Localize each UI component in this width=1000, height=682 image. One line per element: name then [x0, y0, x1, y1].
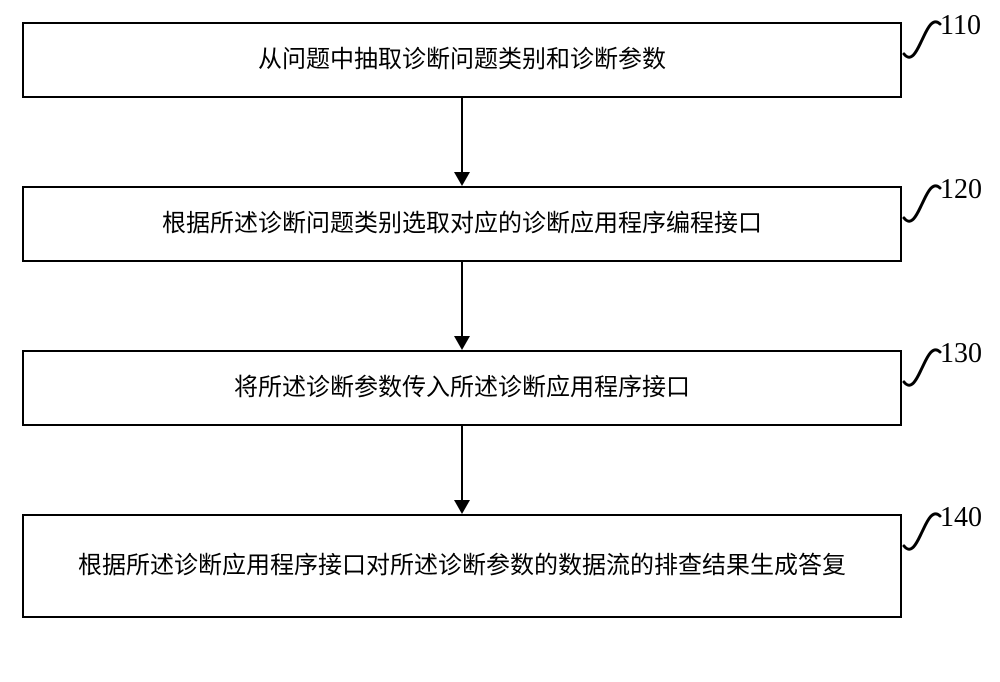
arrow-line [461, 262, 463, 336]
flowchart-step-110: 从问题中抽取诊断问题类别和诊断参数 [22, 22, 902, 98]
step-text: 根据所述诊断应用程序接口对所述诊断参数的数据流的排查结果生成答复 [78, 550, 846, 582]
step-connector-squiggle [902, 178, 942, 228]
step-label-120: 120 [940, 174, 982, 206]
flowchart-step-130: 将所述诊断参数传入所述诊断应用程序接口 [22, 350, 902, 426]
step-text: 将所述诊断参数传入所述诊断应用程序接口 [234, 372, 690, 404]
flowchart-step-140: 根据所述诊断应用程序接口对所述诊断参数的数据流的排查结果生成答复 [22, 514, 902, 618]
step-text: 根据所述诊断问题类别选取对应的诊断应用程序编程接口 [162, 208, 762, 240]
arrow-head [454, 172, 470, 186]
step-label-140: 140 [940, 502, 982, 534]
step-connector-squiggle [902, 14, 942, 64]
step-label-110: 110 [940, 10, 981, 42]
step-text: 从问题中抽取诊断问题类别和诊断参数 [258, 44, 666, 76]
arrow-line [461, 98, 463, 172]
arrow-head [454, 500, 470, 514]
flowchart-step-120: 根据所述诊断问题类别选取对应的诊断应用程序编程接口 [22, 186, 902, 262]
flowchart-canvas: 从问题中抽取诊断问题类别和诊断参数 110 根据所述诊断问题类别选取对应的诊断应用程… [0, 0, 1000, 682]
arrow-line [461, 426, 463, 500]
step-connector-squiggle [902, 506, 942, 556]
arrow-head [454, 336, 470, 350]
step-label-130: 130 [940, 338, 982, 370]
step-connector-squiggle [902, 342, 942, 392]
